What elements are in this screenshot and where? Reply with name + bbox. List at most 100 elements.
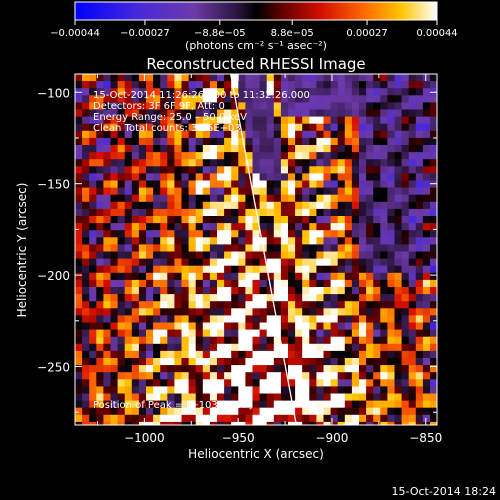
heatmap-cell: [110, 230, 118, 238]
heatmap-cell: [280, 336, 289, 345]
heatmap-cell: [245, 173, 253, 181]
heatmap-cell: [252, 230, 260, 238]
heatmap-cell: [245, 137, 253, 146]
heatmap-cell: [351, 180, 360, 188]
heatmap-cell: [124, 237, 133, 245]
heatmap-cell: [231, 152, 239, 160]
heatmap-cell: [117, 265, 126, 274]
heatmap-cell: [82, 216, 90, 224]
heatmap-cell: [323, 308, 331, 316]
heatmap-cell: [82, 95, 90, 103]
heatmap-cell: [131, 137, 140, 146]
heatmap-cell: [224, 81, 232, 89]
heatmap-cell: [408, 173, 417, 181]
heatmap-cell: [380, 145, 388, 153]
heatmap-cell: [422, 279, 431, 288]
heatmap-cell: [160, 223, 168, 231]
heatmap-cell: [351, 287, 360, 295]
heatmap-cell: [401, 88, 410, 96]
heatmap-cell: [373, 216, 381, 224]
heatmap-cell: [366, 95, 374, 103]
heatmap-cell: [401, 258, 410, 267]
heatmap-cell: [103, 109, 111, 117]
heatmap-cell: [146, 279, 154, 288]
heatmap-cell: [394, 116, 402, 125]
heatmap-cell: [316, 301, 324, 309]
heatmap-cell: [288, 308, 296, 316]
heatmap-cell: [273, 315, 282, 323]
heatmap-cell: [153, 173, 161, 181]
heatmap-cell: [422, 244, 431, 252]
heatmap-cell: [231, 379, 239, 387]
heatmap-cell: [344, 379, 353, 387]
heatmap-cell: [387, 287, 395, 295]
heatmap-cell: [380, 173, 388, 181]
heatmap-cell: [316, 216, 324, 224]
heatmap-cell: [337, 287, 346, 295]
heatmap-cell: [174, 116, 182, 125]
heatmap-cell: [266, 258, 275, 267]
heatmap-cell: [359, 74, 367, 82]
heatmap-cell: [217, 159, 225, 167]
heatmap-cell: [359, 159, 367, 167]
heatmap-cell: [167, 329, 175, 338]
heatmap-cell: [309, 102, 317, 110]
heatmap-cell: [181, 180, 189, 188]
heatmap-cell: [231, 173, 239, 181]
heatmap-cell: [103, 272, 111, 281]
heatmap-cell: [202, 393, 211, 401]
heatmap-cell: [295, 123, 303, 132]
heatmap-cell: [224, 301, 232, 309]
heatmap-cell: [231, 343, 239, 352]
heatmap-cell: [273, 123, 282, 132]
heatmap-cell: [110, 166, 118, 174]
heatmap-cell: [224, 365, 232, 373]
heatmap-cell: [430, 173, 437, 181]
heatmap-cell: [309, 109, 317, 117]
heatmap-cell: [430, 294, 437, 302]
heatmap-cell: [117, 315, 126, 323]
heatmap-cell: [238, 187, 246, 196]
heatmap-cell: [273, 414, 282, 423]
heatmap-cell: [337, 116, 346, 125]
heatmap-cell: [202, 421, 211, 425]
heatmap-cell: [96, 201, 104, 210]
heatmap-cell: [167, 393, 175, 401]
heatmap-cell: [174, 329, 182, 338]
heatmap-cell: [224, 216, 232, 224]
heatmap-cell: [245, 279, 253, 288]
heatmap-cell: [131, 201, 140, 210]
heatmap-cell: [344, 145, 353, 153]
heatmap-cell: [295, 350, 303, 359]
heatmap-cell: [153, 81, 161, 89]
heatmap-cell: [209, 407, 218, 416]
heatmap-cell: [288, 145, 296, 153]
heatmap-cell: [146, 208, 154, 217]
heatmap-cell: [231, 294, 239, 302]
heatmap-cell: [259, 393, 268, 401]
heatmap-cell: [96, 208, 104, 217]
heatmap-cell: [195, 223, 204, 231]
heatmap-cell: [252, 279, 260, 288]
heatmap-cell: [408, 137, 417, 146]
heatmap-cell: [188, 208, 197, 217]
heatmap-cell: [245, 244, 253, 252]
heatmap-cell: [245, 308, 253, 316]
heatmap-cell: [224, 407, 232, 416]
heatmap-cell: [344, 350, 353, 359]
heatmap-cell: [344, 102, 353, 110]
heatmap-cell: [373, 130, 381, 139]
heatmap-cell: [415, 216, 424, 224]
heatmap-cell: [415, 279, 424, 288]
heatmap-cell: [110, 137, 118, 146]
heatmap-cell: [138, 294, 147, 302]
heatmap-cell: [82, 258, 90, 267]
heatmap-cell: [408, 350, 417, 359]
heatmap-cell: [280, 216, 289, 224]
heatmap-cell: [430, 372, 437, 380]
heatmap-cell: [209, 130, 218, 139]
heatmap-cell: [103, 116, 111, 125]
heatmap-cell: [238, 123, 246, 132]
heatmap-cell: [75, 414, 83, 423]
heatmap-cell: [82, 123, 90, 132]
